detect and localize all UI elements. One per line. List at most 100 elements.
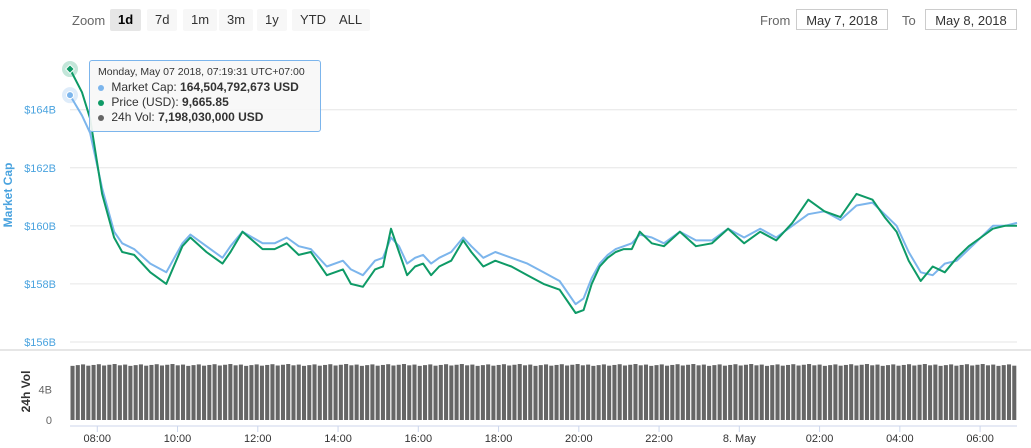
chart-tooltip: Monday, May 07 2018, 07:19:31 UTC+07:00 … (89, 60, 321, 132)
volume-bar (817, 364, 822, 420)
volume-bar (165, 364, 170, 420)
volume-bar (885, 365, 891, 420)
volume-bar (912, 365, 917, 420)
volume-bar (486, 364, 491, 420)
volume-bar (501, 364, 506, 420)
tooltip-volume-label: 24h Vol: (111, 110, 155, 124)
volume-bar (643, 364, 649, 420)
x-tick-label: 22:00 (645, 433, 673, 445)
volume-bar (591, 365, 596, 420)
zoom-1d-button[interactable]: 1d (110, 9, 142, 31)
volume-bar (323, 364, 328, 420)
y-tick-label: $160B (24, 221, 56, 233)
zoom-3m-button[interactable]: 3m (219, 9, 254, 31)
volume-bar (743, 364, 748, 420)
volume-bar (859, 364, 864, 420)
y-tick-label: $156B (24, 337, 56, 349)
volume-bar (596, 365, 601, 420)
volume-bar (670, 364, 675, 420)
y-tick-label: $162B (24, 163, 56, 175)
y-tick-label: $164B (24, 105, 56, 117)
x-tick-label: 8. May (723, 433, 757, 445)
volume-bar (123, 364, 128, 420)
volume-bar (701, 364, 706, 420)
market-cap-line (69, 94, 1018, 306)
zoom-1y-button[interactable]: 1y (257, 9, 287, 31)
volume-bar (212, 364, 217, 420)
volume-bar (691, 364, 696, 420)
volume-bar (438, 364, 443, 420)
volume-bar (959, 364, 964, 420)
volume-bar (159, 365, 164, 420)
from-date-input[interactable]: May 7, 2018 (796, 9, 888, 30)
volume-bar (375, 365, 380, 420)
volume-bar (786, 364, 791, 420)
volume-bar (223, 364, 228, 420)
volume-bar (896, 365, 901, 420)
vol-tick-label: 4B (39, 384, 52, 396)
volume-bar (575, 364, 580, 420)
volume-bar (533, 365, 538, 420)
price-marker (65, 64, 75, 74)
volume-bar (828, 365, 833, 420)
x-tick-label: 14:00 (324, 433, 352, 445)
volume-bar (407, 365, 412, 420)
volume-bar (328, 364, 333, 420)
volume-bar (980, 364, 985, 420)
volume-bar (938, 365, 943, 420)
volume-bar (812, 365, 817, 420)
volume-bar (175, 365, 180, 420)
tooltip-title: Monday, May 07 2018, 07:19:31 UTC+07:00 (98, 66, 305, 78)
zoom-1m-button[interactable]: 1m (183, 9, 218, 31)
volume-bar (933, 364, 938, 420)
volume-bar (433, 365, 438, 420)
volume-bar (254, 364, 259, 420)
tooltip-price-value: 9,665.85 (182, 95, 229, 109)
volume-bar (365, 365, 370, 420)
y-tick-label: $158B (24, 279, 56, 291)
volume-bar (149, 364, 154, 420)
volume-bar (1012, 365, 1017, 420)
volume-bar (764, 365, 770, 420)
volume-bar (617, 364, 622, 420)
volume-bar (970, 365, 975, 420)
volume-bar (333, 365, 338, 420)
volume-bar (733, 364, 738, 420)
volume-bar (696, 365, 701, 420)
volume-bar (622, 365, 627, 420)
volume-bar (312, 364, 317, 420)
x-tick-label: 20:00 (565, 433, 593, 445)
volume-bar (675, 364, 680, 420)
to-label: To (902, 13, 916, 28)
volume-bar (712, 365, 717, 420)
volume-bar (386, 364, 391, 420)
zoom-7d-button[interactable]: 7d (147, 9, 178, 31)
volume-bar (901, 364, 906, 420)
zoom-ytd-button[interactable]: YTD (292, 9, 334, 31)
volume-bar (838, 365, 843, 420)
volume-bar (975, 364, 980, 420)
volume-bar (112, 364, 117, 420)
to-date-input[interactable]: May 8, 2018 (925, 9, 1017, 30)
from-label: From (760, 13, 791, 28)
volume-bar (117, 365, 122, 420)
volume-bar (207, 364, 212, 420)
volume-bar (249, 365, 254, 420)
volume-bar (780, 365, 785, 420)
volume-bar (544, 364, 549, 420)
x-tick-label: 04:00 (886, 433, 914, 445)
zoom-label: Zoom (72, 13, 106, 28)
x-tick-label: 18:00 (485, 433, 513, 445)
volume-bar (412, 364, 417, 420)
volume-bar (459, 364, 464, 420)
volume-bar (707, 365, 712, 420)
volume-bar (465, 365, 470, 420)
volume-bar (191, 365, 196, 420)
volume-bar (822, 365, 827, 420)
zoom-all-button[interactable]: ALL (331, 9, 371, 31)
volume-bar (396, 364, 401, 420)
volume-bar (880, 365, 885, 420)
tooltip-row-price: Price (USD): 9,665.85 (98, 95, 312, 110)
volume-bar (154, 364, 159, 420)
